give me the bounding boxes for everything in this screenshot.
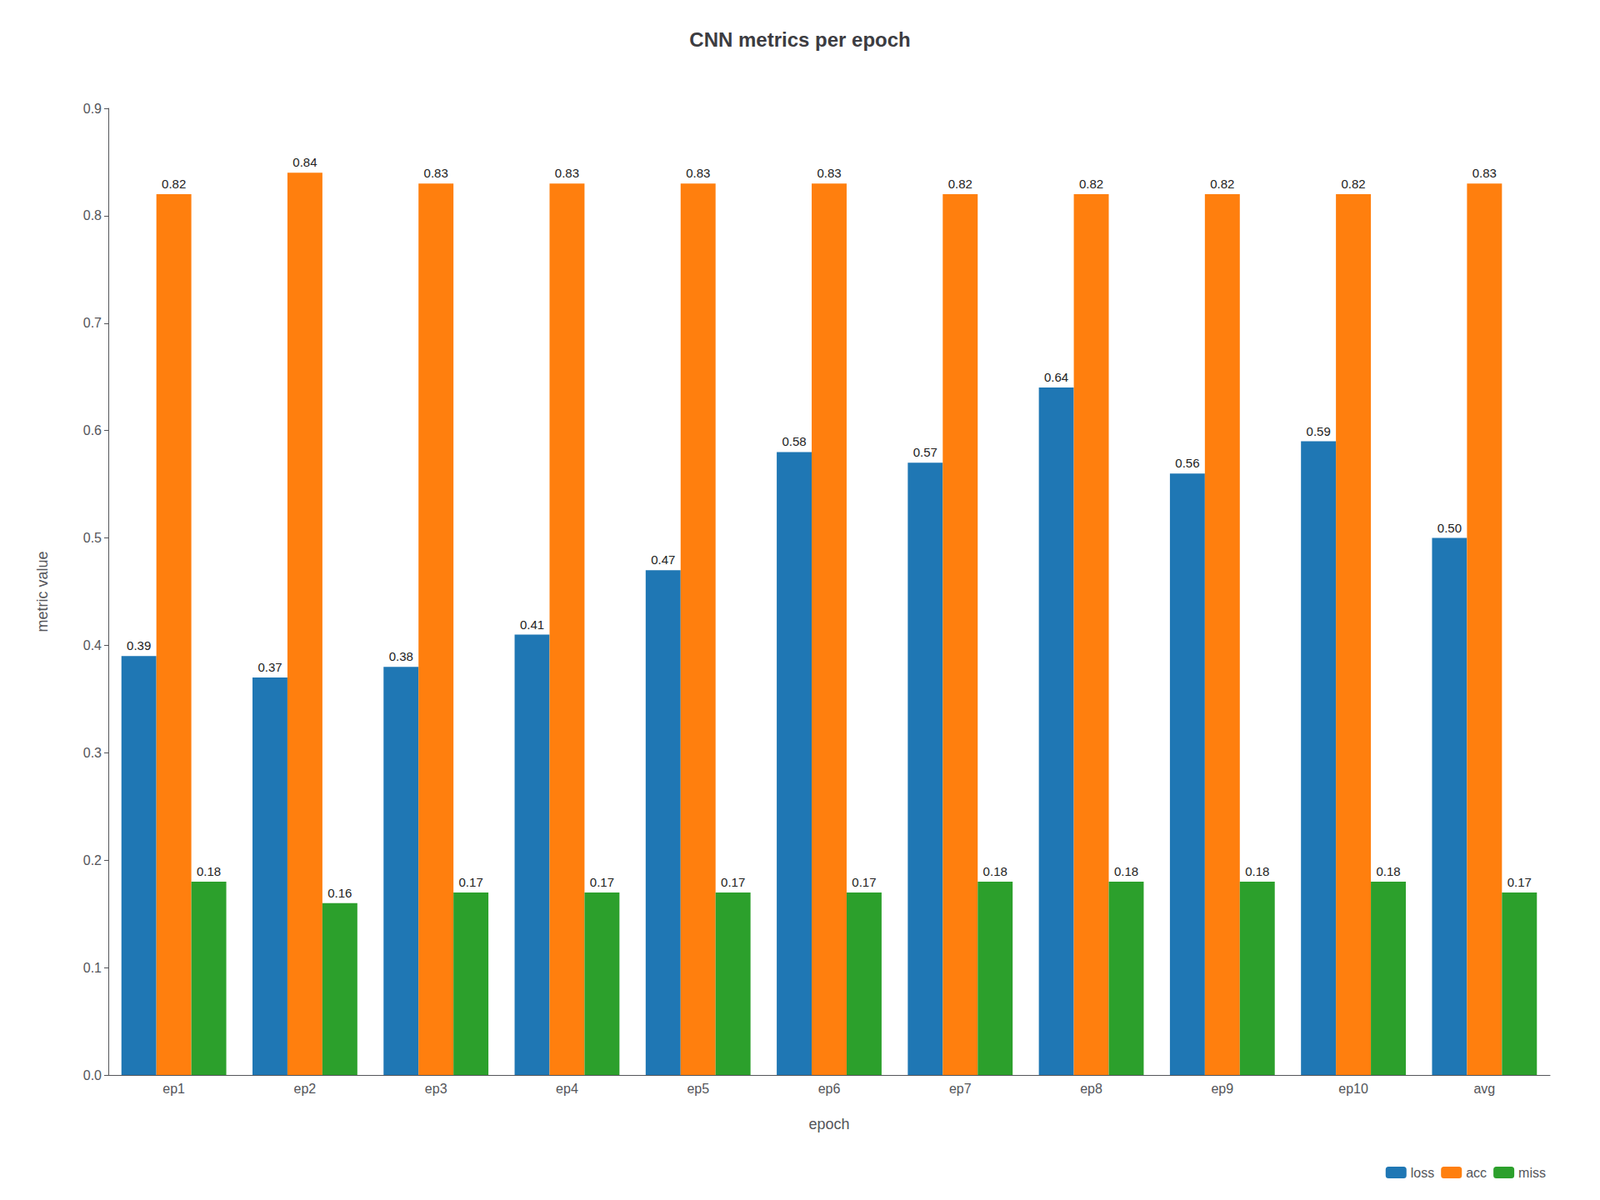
svg-text:0.0: 0.0 — [83, 1068, 102, 1083]
svg-text:0.83: 0.83 — [555, 165, 580, 180]
svg-text:0.8: 0.8 — [83, 208, 102, 223]
svg-text:0.84: 0.84 — [292, 155, 317, 170]
svg-text:ep8: ep8 — [1080, 1081, 1103, 1096]
svg-text:0.3: 0.3 — [83, 745, 102, 760]
svg-text:ep4: ep4 — [555, 1081, 579, 1096]
svg-text:ep7: ep7 — [949, 1081, 972, 1096]
svg-text:0.58: 0.58 — [781, 434, 806, 449]
svg-text:0.41: 0.41 — [520, 617, 545, 632]
svg-text:0.59: 0.59 — [1306, 424, 1331, 439]
svg-text:ep9: ep9 — [1210, 1081, 1234, 1096]
svg-text:0.18: 0.18 — [983, 864, 1008, 879]
svg-text:metric value: metric value — [34, 550, 51, 632]
svg-text:0.17: 0.17 — [590, 875, 615, 890]
svg-text:0.16: 0.16 — [327, 885, 352, 900]
svg-text:0.83: 0.83 — [685, 165, 710, 180]
svg-text:0.37: 0.37 — [257, 660, 282, 675]
svg-text:0.56: 0.56 — [1175, 455, 1200, 470]
svg-text:0.18: 0.18 — [1245, 864, 1270, 879]
svg-text:0.17: 0.17 — [1507, 875, 1532, 890]
svg-text:ep1: ep1 — [162, 1081, 185, 1096]
svg-text:0.82: 0.82 — [1210, 176, 1235, 191]
svg-text:0.9: 0.9 — [83, 101, 102, 116]
svg-text:0.82: 0.82 — [948, 176, 973, 191]
svg-text:avg: avg — [1473, 1081, 1495, 1096]
svg-text:epoch: epoch — [808, 1115, 850, 1133]
svg-text:miss: miss — [1518, 1165, 1546, 1180]
svg-text:ep10: ep10 — [1338, 1081, 1369, 1096]
svg-text:0.64: 0.64 — [1044, 370, 1069, 385]
svg-text:0.83: 0.83 — [424, 165, 449, 180]
svg-text:0.18: 0.18 — [1114, 864, 1139, 879]
svg-text:0.7: 0.7 — [83, 315, 102, 330]
svg-text:0.17: 0.17 — [459, 875, 484, 890]
svg-text:0.18: 0.18 — [196, 864, 221, 879]
svg-text:0.2: 0.2 — [83, 853, 102, 868]
svg-text:loss: loss — [1410, 1165, 1435, 1180]
svg-text:0.83: 0.83 — [1472, 165, 1497, 180]
svg-text:0.83: 0.83 — [816, 165, 841, 180]
svg-text:0.82: 0.82 — [1079, 176, 1104, 191]
svg-text:CNN metrics per epoch: CNN metrics per epoch — [689, 28, 910, 51]
svg-text:0.18: 0.18 — [1375, 864, 1400, 879]
svg-text:0.17: 0.17 — [851, 875, 876, 890]
svg-text:0.82: 0.82 — [1340, 176, 1365, 191]
svg-text:ep5: ep5 — [686, 1081, 710, 1096]
svg-text:0.4: 0.4 — [83, 638, 102, 653]
svg-text:ep6: ep6 — [818, 1081, 841, 1096]
svg-text:ep3: ep3 — [425, 1081, 448, 1096]
svg-text:0.17: 0.17 — [720, 875, 745, 890]
svg-text:0.39: 0.39 — [126, 638, 151, 653]
svg-text:acc: acc — [1465, 1165, 1487, 1180]
svg-text:0.50: 0.50 — [1437, 520, 1462, 535]
svg-text:ep2: ep2 — [294, 1081, 317, 1096]
svg-text:0.82: 0.82 — [161, 176, 186, 191]
svg-text:0.57: 0.57 — [913, 445, 938, 460]
svg-text:0.5: 0.5 — [83, 530, 102, 545]
svg-text:0.38: 0.38 — [389, 649, 414, 664]
svg-text:0.47: 0.47 — [650, 552, 675, 567]
svg-text:0.1: 0.1 — [83, 960, 102, 975]
svg-text:0.6: 0.6 — [83, 423, 102, 438]
